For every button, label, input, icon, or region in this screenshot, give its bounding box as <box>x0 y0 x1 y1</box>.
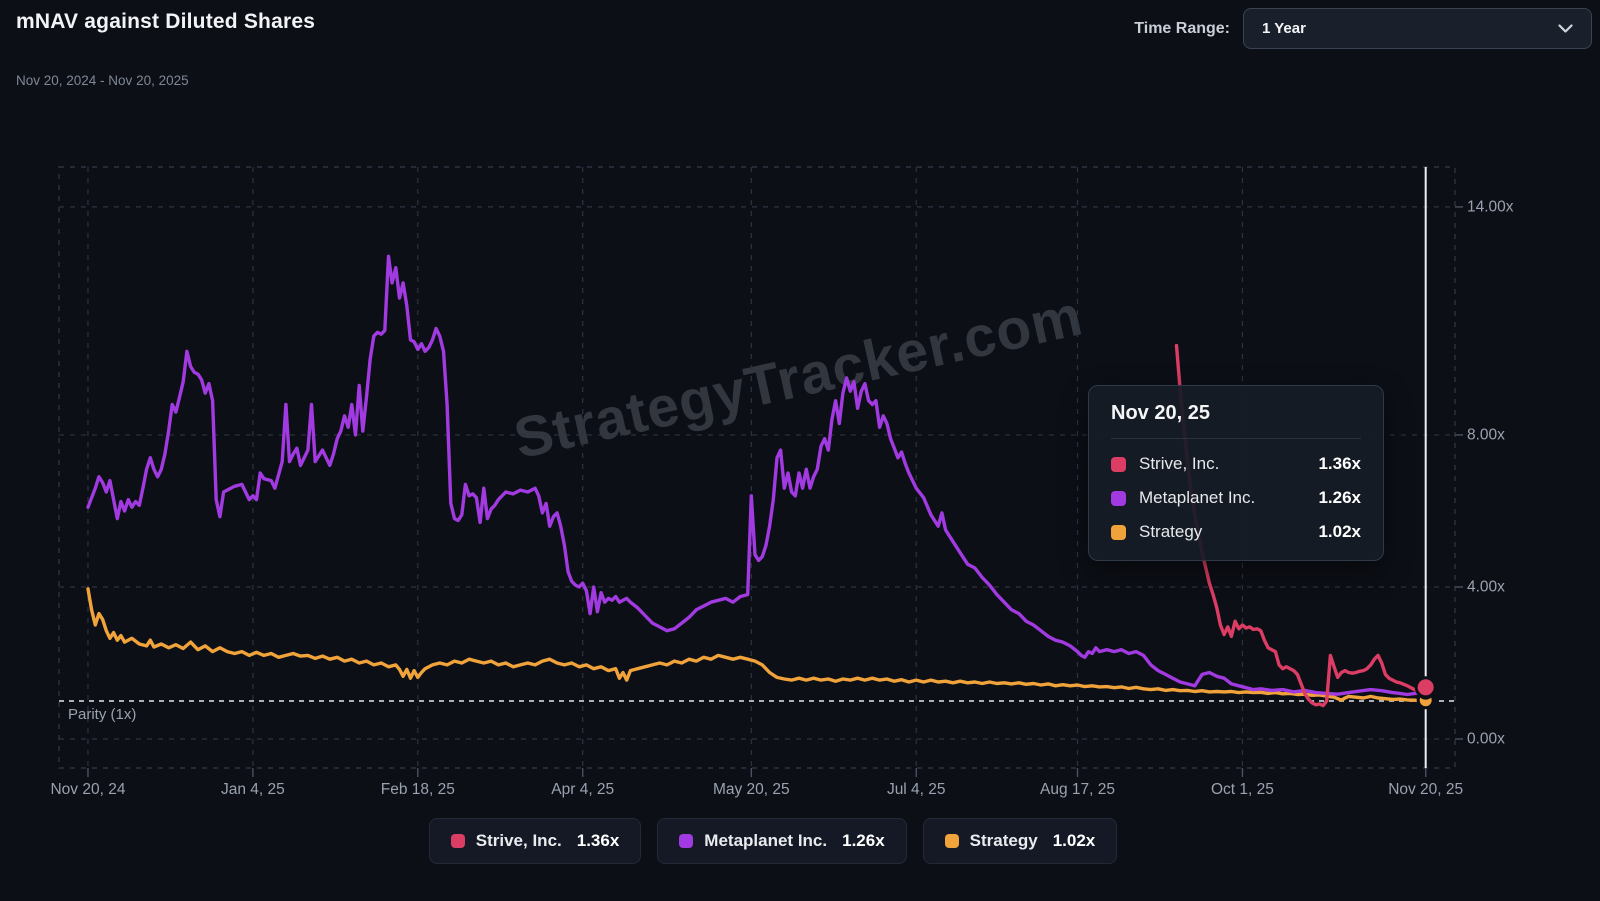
series-color-swatch <box>450 834 465 848</box>
x-tick-label: Jul 4, 25 <box>887 781 946 798</box>
tooltip-date: Nov 20, 25 <box>1111 402 1361 439</box>
y-tick-label: 4.00x <box>1467 578 1505 595</box>
page-title: mNAV against Diluted Shares <box>16 10 316 33</box>
series-line-strategy <box>86 587 1428 703</box>
series-end-dot-strive-inc <box>1414 676 1437 699</box>
tooltip-row-strive-inc: Strive, Inc. 1.36x <box>1111 454 1361 474</box>
tooltip-row-metaplanet-inc: Metaplanet Inc. 1.26x <box>1111 488 1361 508</box>
tooltip-series-name: Metaplanet Inc. <box>1139 488 1256 507</box>
legend-series-value: 1.02x <box>1052 831 1096 850</box>
tooltip-row-strategy: Strategy 1.02x <box>1111 522 1361 542</box>
legend-series-value: 1.26x <box>842 831 885 850</box>
series-line-strive-inc <box>1174 343 1428 708</box>
plot-border <box>58 166 1456 769</box>
time-range-select[interactable]: 1 Year <box>1243 8 1592 49</box>
x-tick-label: Feb 18, 25 <box>381 781 455 798</box>
legend-series-name: Metaplanet Inc. <box>704 831 828 850</box>
y-tick-label: 0.00x <box>1467 731 1505 748</box>
time-range-selected-value: 1 Year <box>1262 20 1306 37</box>
time-range-controls: Time Range: 1 Year <box>1134 8 1592 49</box>
x-tick-label: Nov 20, 24 <box>50 781 125 798</box>
series-color-swatch <box>1111 490 1126 506</box>
legend-series-name: Strive, Inc. <box>475 831 562 850</box>
x-tick-label: Aug 17, 25 <box>1040 781 1115 798</box>
tooltip-series-value: 1.02x <box>1318 522 1361 541</box>
series-color-swatch <box>679 834 694 848</box>
series-color-swatch <box>944 834 959 848</box>
legend-chip-strategy[interactable]: Strategy 1.02x <box>922 818 1118 864</box>
x-axis: Nov 20, 24 Jan 4, 25 Feb 18, 25 Apr 4, 25 Ma… <box>50 167 1463 798</box>
chart-tooltip: Nov 20, 25 Strive, Inc. 1.36x Metaplanet I… <box>1088 385 1384 561</box>
tooltip-series-name: Strive, Inc. <box>1139 454 1220 473</box>
series-color-swatch <box>1111 456 1126 472</box>
date-range-subtitle: Nov 20, 2024 - Nov 20, 2025 <box>16 73 189 88</box>
legend-series-name: Strategy <box>969 831 1038 850</box>
y-tick-label: 14.00x <box>1467 198 1514 215</box>
tooltip-series-name: Strategy <box>1139 522 1203 541</box>
series-line-metaplanet-inc <box>86 254 1428 697</box>
x-tick-label: May 20, 25 <box>713 781 790 798</box>
y-tick-label: 8.00x <box>1467 426 1505 443</box>
tooltip-rows: Strive, Inc. 1.36x Metaplanet Inc. 1.26x Str… <box>1111 454 1361 542</box>
legend-chip-strive-inc[interactable]: Strive, Inc. 1.36x <box>428 818 642 864</box>
series-group <box>86 254 1437 710</box>
legend-series-value: 1.36x <box>576 831 620 850</box>
parity-label: Parity (1x) <box>68 706 136 723</box>
tooltip-series-value: 1.36x <box>1318 454 1361 473</box>
chevron-down-icon <box>1558 20 1573 38</box>
y-axis: 0.00x 4.00x 8.00x 14.00x <box>59 198 1514 748</box>
x-tick-label: Nov 20, 25 <box>1388 781 1463 798</box>
chart-legend: Strive, Inc. 1.36x Metaplanet Inc. 1.26x Str… <box>0 818 1600 864</box>
x-tick-label: Apr 4, 25 <box>551 781 614 798</box>
x-tick-label: Jan 4, 25 <box>221 781 285 798</box>
x-tick-label: Oct 1, 25 <box>1211 781 1274 798</box>
tooltip-series-value: 1.26x <box>1318 488 1361 507</box>
legend-chip-metaplanet-inc[interactable]: Metaplanet Inc. 1.26x <box>657 818 907 864</box>
time-range-label: Time Range: <box>1134 19 1230 37</box>
series-color-swatch <box>1111 524 1126 540</box>
